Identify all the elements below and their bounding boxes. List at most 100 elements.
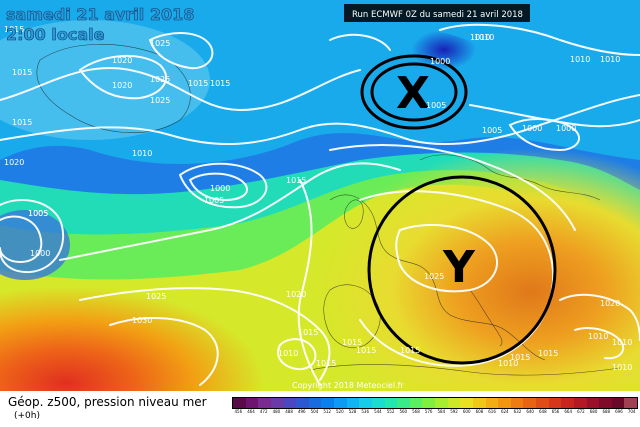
isobar-line (508, 118, 580, 152)
title-date: samedi 21 avril 2018 (6, 5, 194, 24)
isobar-label: 1010 (132, 149, 152, 158)
color-swatch (624, 398, 637, 408)
isobar-label: 1015 (342, 338, 362, 347)
scale-label: 648 (539, 409, 547, 414)
scale-label: 568 (412, 409, 420, 414)
scale-label: 552 (386, 409, 395, 414)
scale-label: 472 (259, 409, 268, 414)
color-swatch (409, 398, 423, 408)
isobar-line (0, 94, 640, 146)
annotation-circles (360, 54, 557, 365)
color-swatch (523, 398, 536, 408)
color-swatch (599, 398, 612, 408)
uk-coast (344, 199, 364, 229)
scale-label: 592 (450, 409, 458, 414)
isobar-label: 1015 (400, 346, 420, 355)
scale-label: 512 (323, 409, 331, 414)
isobar-line (148, 32, 214, 70)
legend: Géop. z500, pression niveau mer (+0h) 45… (0, 391, 640, 427)
isobar-label: 1025 (424, 272, 444, 281)
isobar-label: 1005 (426, 101, 446, 110)
isobar-label: 1015 (188, 79, 208, 88)
scale-label: 504 (310, 409, 319, 414)
isobar-label: 1005 (204, 196, 224, 205)
run-label: Run ECMWF 0Z du samedi 21 avril 2018 (352, 10, 523, 20)
isobar-line (0, 67, 361, 112)
isobar-line (329, 33, 391, 51)
scale-label: 464 (247, 409, 255, 414)
isobar-line (574, 327, 625, 360)
scale-label: 520 (336, 409, 344, 414)
isobar-line (395, 224, 499, 293)
color-swatch (308, 398, 322, 408)
scale-label: 632 (513, 409, 522, 414)
isobar-label: 1000 (430, 57, 450, 66)
x-circle-outer (360, 54, 468, 130)
isobar-label: 1010 (600, 55, 620, 64)
isobar-label: 1005 (482, 126, 502, 135)
color-swatch (611, 398, 625, 408)
color-swatch (384, 398, 398, 408)
isobar-label: 1010 (470, 33, 490, 42)
color-swatch (586, 398, 600, 408)
greenland-pale (0, 20, 210, 140)
scale-label: 456 (234, 409, 243, 414)
isobar-label: 1015 (316, 359, 336, 368)
isobar-line (178, 162, 268, 209)
isobar-label: 1015 (510, 353, 530, 362)
scale-label: 576 (424, 409, 433, 414)
isobar-label: 1025 (150, 39, 170, 48)
isobar-line (469, 104, 640, 128)
isobar-line (329, 144, 576, 231)
scale-label: 600 (462, 409, 471, 414)
scale-label: 480 (272, 409, 281, 414)
isobar-label: 1010 (474, 33, 494, 42)
isobar-labels: 1015 1025 1020 1015 1025 1020 1015 1025 1015 1015… (4, 25, 632, 372)
isobar-label: 1015 (298, 328, 318, 337)
pressure-map: X Y 1015 1025 1020 1015 1025 1020 1015 1025 1015… (0, 0, 640, 391)
color-swatch (258, 398, 271, 408)
isobar-line (439, 23, 640, 56)
color-swatch (435, 398, 448, 408)
color-swatch (498, 398, 511, 408)
color-swatch (283, 398, 297, 408)
color-swatch (561, 398, 574, 408)
isobar-label: 1000 (522, 124, 542, 133)
scale-label: 584 (437, 409, 446, 414)
x-circle-inner (370, 62, 458, 122)
scale-label: 528 (348, 409, 357, 414)
isobar-label: 1025 (146, 292, 166, 301)
isobar-label: 1005 (28, 209, 48, 218)
scale-label: 536 (361, 409, 370, 414)
color-swatch (548, 398, 562, 408)
isobar-label: 1020 (112, 81, 132, 90)
scale-label: 696 (615, 409, 623, 414)
isobar-label: 1015 (286, 176, 306, 185)
color-swatch (397, 398, 410, 408)
isobar-label: 1010 (612, 363, 632, 372)
iberia-coast (323, 284, 381, 349)
isobar-label: 1000 (210, 184, 230, 193)
isobar-line (297, 179, 321, 386)
isobar-label: 1020 (112, 56, 132, 65)
scale-label: 488 (285, 409, 293, 414)
scale-label: 624 (500, 409, 509, 414)
color-swatch (346, 398, 360, 408)
isobar-label: 1010 (278, 349, 298, 358)
isobar-label: 1020 (4, 158, 24, 167)
color-swatch (245, 398, 259, 408)
color-swatch (233, 398, 246, 408)
y-circle (367, 175, 557, 365)
italy-coast (469, 289, 503, 347)
scale-label: 544 (374, 409, 382, 414)
isobar-label: 1015 (12, 118, 32, 127)
isobar-label: 1030 (132, 316, 152, 325)
isobar-label: 1025 (150, 75, 170, 84)
color-swatch (371, 398, 385, 408)
scale-label: 616 (488, 409, 496, 414)
isobar-label: 1000 (30, 249, 50, 258)
isobar-label: 1015 (12, 68, 32, 77)
scale-label: 496 (297, 409, 306, 414)
color-swatch (485, 398, 499, 408)
